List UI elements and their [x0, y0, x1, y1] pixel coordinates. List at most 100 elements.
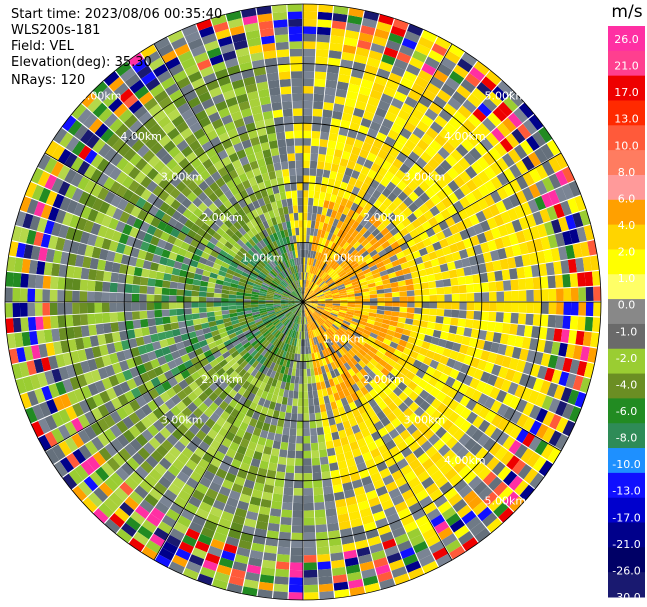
velocity-gate	[364, 271, 373, 278]
velocity-gate	[339, 259, 348, 267]
velocity-gate	[396, 458, 409, 470]
velocity-gate	[389, 519, 403, 532]
velocity-gate	[332, 323, 340, 330]
velocity-gate	[384, 302, 393, 307]
velocity-gate	[319, 270, 325, 278]
velocity-gate	[412, 508, 426, 521]
velocity-gate	[377, 400, 388, 411]
velocity-gate	[351, 318, 360, 324]
velocity-gate	[326, 147, 335, 157]
velocity-gate	[345, 254, 353, 262]
velocity-gate	[421, 220, 432, 231]
velocity-gate	[521, 387, 533, 402]
velocity-gate	[384, 111, 397, 123]
velocity-gate	[345, 199, 354, 209]
velocity-gate	[496, 291, 505, 302]
velocity-gate	[402, 347, 412, 356]
velocity-gate	[406, 527, 422, 540]
velocity-gate	[490, 249, 500, 261]
velocity-gate	[475, 210, 487, 223]
velocity-gate	[453, 175, 466, 188]
velocity-gate	[358, 320, 367, 326]
velocity-gate	[358, 468, 370, 479]
velocity-gate	[305, 287, 309, 295]
velocity-gate	[387, 358, 397, 368]
velocity-gate	[473, 348, 483, 359]
velocity-gate	[541, 160, 555, 176]
velocity-gate	[381, 54, 396, 66]
velocity-gate	[326, 185, 334, 194]
velocity-gate	[307, 315, 311, 324]
velocity-gate	[496, 302, 505, 312]
velocity-gate	[383, 396, 393, 406]
velocity-gate	[474, 142, 488, 156]
velocity-gate	[376, 335, 385, 343]
colorbar-tick-label: -6.0	[616, 405, 637, 418]
velocity-gate	[372, 219, 382, 228]
velocity-gate	[475, 447, 489, 461]
velocity-gate	[343, 143, 354, 153]
velocity-gate	[495, 200, 507, 214]
velocity-gate	[307, 289, 313, 297]
velocity-gate	[408, 191, 419, 202]
velocity-gate	[422, 302, 430, 309]
velocity-gate	[364, 211, 373, 221]
velocity-gate	[393, 264, 403, 272]
velocity-gate	[490, 413, 503, 428]
velocity-gate	[310, 220, 316, 229]
velocity-gate	[526, 289, 534, 302]
velocity-gate	[335, 383, 343, 393]
velocity-gate	[546, 382, 559, 398]
velocity-gate	[535, 423, 549, 439]
velocity-gate	[392, 296, 400, 302]
velocity-gate	[429, 234, 439, 244]
velocity-gate	[489, 291, 497, 302]
velocity-gate	[441, 196, 453, 209]
velocity-gate	[307, 205, 313, 214]
velocity-gate	[409, 265, 418, 273]
colorbar-tick-label: 26.0	[614, 33, 639, 46]
velocity-gate	[321, 207, 328, 216]
velocity-gate	[451, 285, 460, 294]
velocity-gate	[313, 228, 319, 237]
velocity-gate	[316, 351, 322, 360]
velocity-gate	[369, 294, 378, 299]
velocity-gate	[572, 345, 583, 360]
velocity-gate	[412, 234, 423, 245]
velocity-gate	[548, 398, 561, 414]
velocity-gate	[384, 297, 393, 302]
velocity-gate	[442, 407, 454, 419]
velocity-gate	[562, 274, 571, 288]
velocity-gate	[326, 72, 339, 82]
velocity-gate	[368, 50, 383, 61]
velocity-gate	[441, 172, 454, 185]
velocity-gate	[373, 385, 383, 395]
velocity-gate	[584, 271, 594, 287]
velocity-gate	[493, 502, 509, 518]
velocity-gate	[366, 245, 376, 254]
velocity-gate	[345, 330, 353, 337]
velocity-gate	[421, 29, 438, 43]
velocity-gate	[401, 37, 418, 50]
velocity-gate	[375, 245, 384, 253]
velocity-gate	[405, 342, 415, 351]
velocity-gate	[323, 102, 334, 111]
velocity-gate	[360, 284, 369, 290]
velocity-gate	[347, 359, 355, 369]
velocity-gate	[528, 167, 542, 183]
velocity-gate	[485, 331, 495, 342]
velocity-gate	[412, 174, 424, 186]
velocity-gate	[517, 123, 532, 140]
velocity-gate	[443, 449, 456, 462]
velocity-gate	[429, 302, 438, 309]
velocity-gate	[307, 250, 311, 258]
velocity-gate	[499, 137, 514, 153]
velocity-gate	[316, 336, 322, 344]
velocity-gate	[310, 258, 315, 266]
velocity-gate	[435, 279, 444, 288]
velocity-gate	[397, 280, 406, 287]
velocity-gate	[396, 237, 406, 246]
velocity-gate	[329, 326, 337, 334]
velocity-gate	[358, 359, 367, 369]
velocity-gate	[416, 120, 430, 133]
